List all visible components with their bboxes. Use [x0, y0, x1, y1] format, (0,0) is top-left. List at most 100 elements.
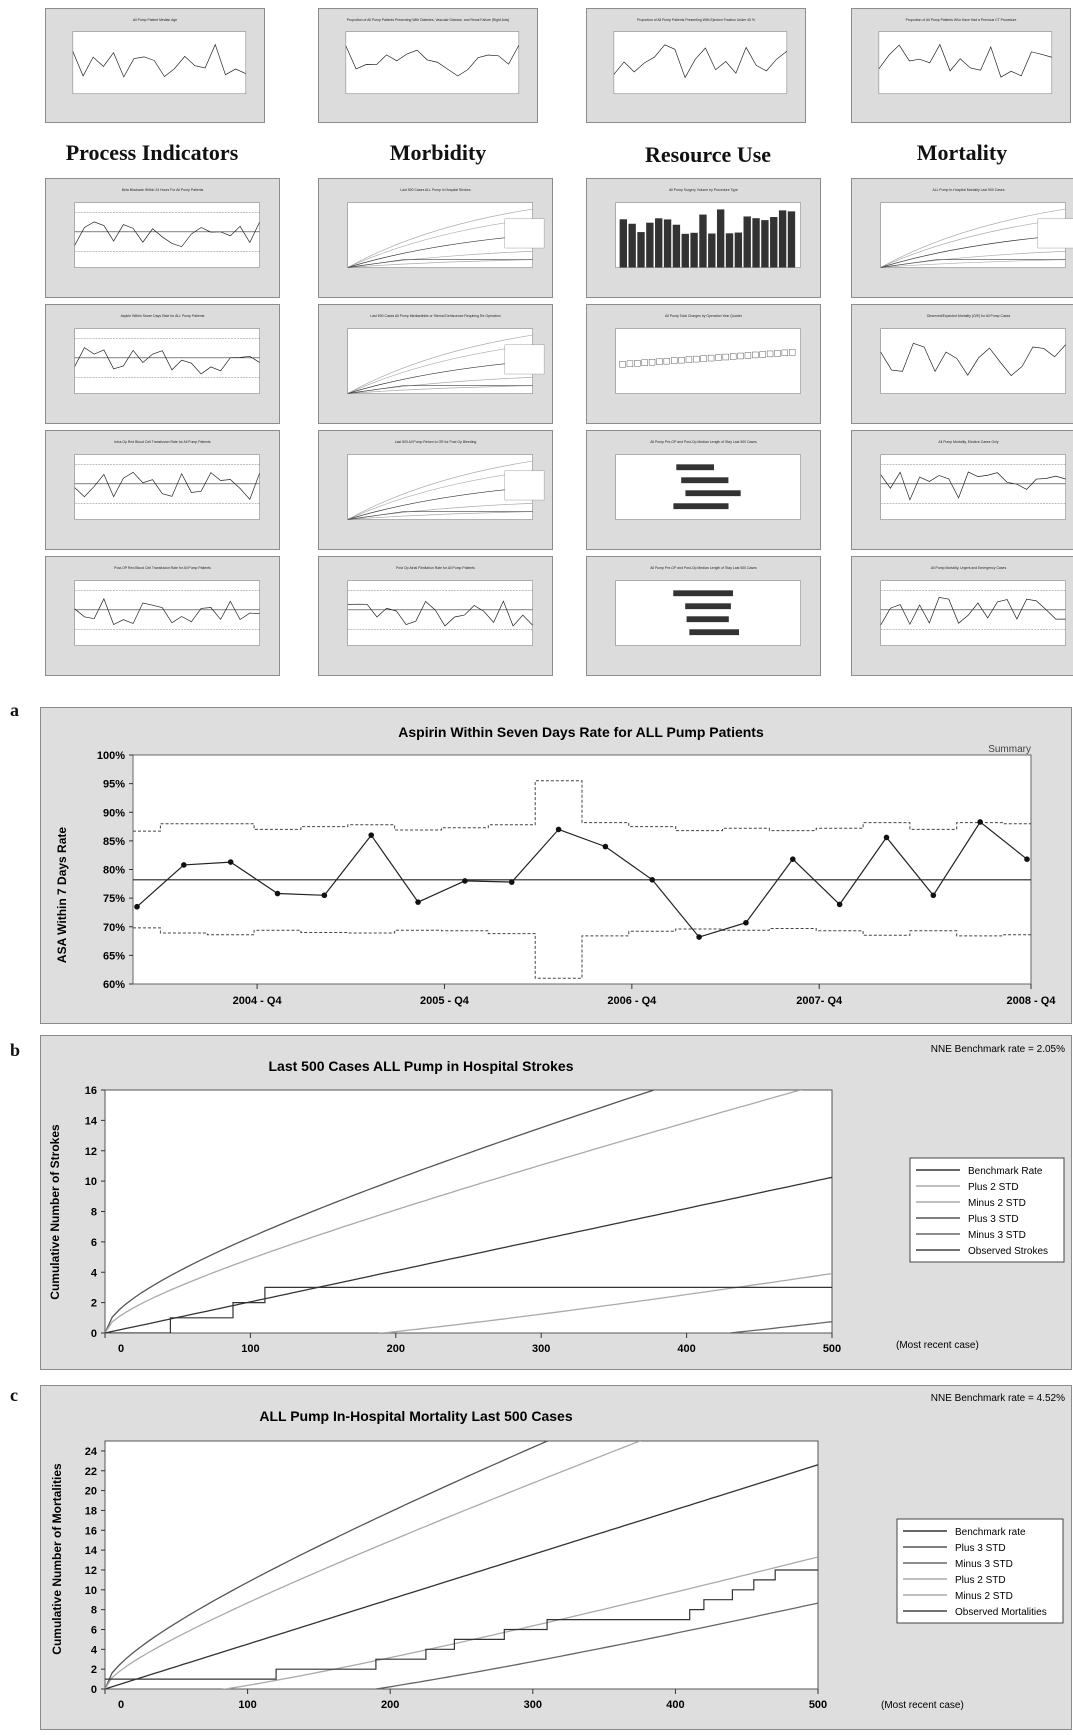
thumb-col3-row4-plot: All Pump Pre-OP and Post-Op Median Lengt… [615, 566, 801, 646]
chart-b-legend-item: Minus 3 STD [968, 1230, 1026, 1241]
chart-a-x-tick: 2006 - Q4 [607, 995, 657, 1007]
thumb-col2-row4: Post Op Atrial Fibrillation Rate for All… [318, 556, 553, 676]
chart-a-y-tick: 100% [97, 750, 125, 762]
chart-c-y-tick: 16 [85, 1525, 97, 1537]
top-thumb-4-plot: Proportion of All Pump Patients Who Have… [878, 18, 1053, 95]
thumb-col3-row2-plot: All Pump Total Charges by Operation Year… [615, 314, 801, 394]
thumb-col2-row1: Last 500 Cases ALL Pump in Hospital Stro… [318, 178, 553, 298]
chart-b-y-tick: 16 [85, 1085, 97, 1097]
thumb-col2-row2: Last 500 Cases All Pump Mediastinitis or… [318, 304, 553, 424]
thumb-col1-row1-title: Beta Blockade Within 24 Hours For All Pu… [122, 188, 204, 192]
chart-b-x-tick: 300 [532, 1343, 550, 1355]
chart-a-point [977, 819, 983, 825]
chart-a-upper-control-limit [133, 780, 1031, 832]
chart-b-x-note: (Most recent case) [896, 1340, 979, 1351]
chart-b-observed-line [105, 1286, 832, 1333]
chart-a-summary-label: Summary [988, 744, 1031, 755]
thumb-col4-row3-plot: All Pump Mortality, Elective Cases Only [880, 440, 1066, 520]
chart-a-y-axis-label: ASA Within 7 Days Rate [55, 827, 69, 963]
chart-c-plot-area [104, 1440, 819, 1690]
category-resource-use: Resource Use [644, 142, 772, 167]
thumb-col3-row3-title: All Pump Pre-OP and Post-Op Median Lengt… [650, 440, 757, 444]
top-thumb-3: Proportion of All Pump Patients Presenti… [586, 8, 806, 123]
thumb-col4-row1-plot: ALL Pump In-Hospital Mortality Last 500 … [880, 188, 1073, 268]
thumb-col3-row1: All Pump Surgery Volume by Procedure Typ… [586, 178, 821, 298]
chart-c-plus-2-std-line [105, 1441, 642, 1689]
thumb-col4-row1-title: ALL Pump In-Hospital Mortality Last 500 … [932, 188, 1004, 192]
thumb-col3-row4-title: All Pump Pre-OP and Post-Op Median Lengt… [650, 566, 757, 570]
thumb-col3-row3-plot: All Pump Pre-OP and Post-Op Median Lengt… [615, 440, 801, 520]
thumb-col2-row3-title: Last 500 All Pump Return to OR for Post … [395, 440, 477, 444]
thumb-col1-row1-plot: Beta Blockade Within 24 Hours For All Pu… [74, 188, 260, 268]
chart-a-point [462, 878, 468, 884]
chart-a-point [415, 899, 421, 905]
thumb-col3-row2-title: All Pump Total Charges by Operation Year… [665, 314, 743, 318]
chart-b-x-tick: 200 [387, 1343, 405, 1355]
chart-b-y-tick: 8 [91, 1207, 97, 1219]
chart-b-y-tick: 4 [91, 1267, 98, 1279]
thumb-col4-row2-plot: Observed/Expected Mortality (O/E) for Al… [880, 314, 1066, 394]
chart-a-lower-control-limit [133, 927, 1031, 979]
top-thumb-2-plot: Proportion of All Pump Patients Presenti… [345, 18, 520, 95]
top-thumb-1-plot: All Pump Patient Median Age [72, 18, 247, 95]
chart-a-y-tick: 95% [103, 779, 125, 791]
chart-a-y-tick: 80% [103, 865, 125, 877]
chart-c-legend-item: Observed Mortalities [955, 1607, 1047, 1618]
top-thumb-2: Proportion of All Pump Patients Presenti… [318, 8, 538, 123]
chart-b-y-tick: 0 [91, 1328, 97, 1340]
chart-a-title: Aspirin Within Seven Days Rate for ALL P… [398, 724, 764, 740]
chart-a-point [274, 890, 281, 897]
chart-a-x-tick: 2005 - Q4 [420, 995, 470, 1007]
chart-b-plus-3-std-line [105, 1090, 656, 1333]
chart-c-y-tick: 2 [91, 1664, 97, 1676]
thumb-col2-row2-plot: Last 500 Cases All Pump Mediastinitis or… [347, 314, 545, 394]
thumb-col1-row4-title: Post-OP Red Blood Cell Transfusion Rate … [114, 566, 211, 570]
thumb-col3-row3: All Pump Pre-OP and Post-Op Median Lengt… [586, 430, 821, 550]
thumb-col3-row4: All Pump Pre-OP and Post-Op Median Lengt… [586, 556, 821, 676]
chart-a-y-tick: 85% [103, 836, 125, 848]
chart-b-minus-2-std-line [105, 1272, 832, 1333]
chart-b-y-tick: 14 [85, 1115, 98, 1127]
chart-c-y-tick: 20 [85, 1486, 97, 1498]
chart-c-legend-item: Minus 2 STD [955, 1591, 1013, 1602]
chart-a-point [789, 856, 796, 862]
chart-c-x-tick: 0 [118, 1699, 124, 1711]
thumb-col2-row1-title: Last 500 Cases ALL Pump in Hospital Stro… [400, 188, 470, 192]
mortality-cusum-panel: NNE Benchmark rate = 4.52% ALL Pump In-H… [40, 1385, 1072, 1730]
chart-b-title: Last 500 Cases ALL Pump in Hospital Stro… [269, 1058, 574, 1074]
chart-b-legend-item: Minus 2 STD [968, 1198, 1026, 1209]
top-thumb-3-title: Proportion of All Pump Patients Presenti… [637, 18, 755, 22]
chart-c-y-tick: 14 [85, 1545, 98, 1557]
top-thumb-2-title: Proportion of All Pump Patients Presenti… [347, 18, 510, 22]
chart-c-y-tick: 0 [91, 1684, 97, 1696]
aspirin-control-chart-panel: Aspirin Within Seven Days Rate for ALL P… [40, 707, 1072, 1024]
category-process-indicators: Process Indicators [65, 140, 239, 165]
category-mortality: Mortality [916, 140, 1008, 165]
chart-a-point [321, 892, 328, 899]
chart-a-point [227, 859, 234, 865]
chart-c-legend-item: Plus 3 STD [955, 1543, 1006, 1554]
chart-a-point [649, 877, 656, 883]
chart-c-y-tick: 6 [91, 1624, 97, 1636]
thumb-col4-row2-title: Observed/Expected Mortality (O/E) for Al… [927, 314, 1011, 318]
chart-a-point [743, 919, 749, 926]
thumb-col1-row4-plot: Post-OP Red Blood Cell Transfusion Rate … [74, 566, 260, 646]
chart-b-x-tick: 100 [241, 1343, 259, 1355]
chart-b-y-tick: 2 [91, 1298, 97, 1310]
thumb-col4-row2: Observed/Expected Mortality (O/E) for Al… [851, 304, 1073, 424]
panel-label-b: b [10, 1040, 21, 1060]
top-thumb-1: All Pump Patient Median Age [45, 8, 265, 123]
chart-a-point [508, 879, 515, 885]
chart-b-legend [909, 1157, 1065, 1263]
chart-a-point [555, 826, 562, 833]
thumb-col3-row1-title: All Pump Surgery Volume by Procedure Typ… [669, 188, 738, 192]
chart-a-point [1024, 856, 1030, 862]
top-thumb-1-title: All Pump Patient Median Age [133, 18, 177, 22]
thumb-col1-row3: Intra-Op Red Blood Cell Transfusion Rate… [45, 430, 280, 550]
chart-c-x-tick: 400 [666, 1699, 684, 1711]
thumb-col2-row1-plot: Last 500 Cases ALL Pump in Hospital Stro… [347, 188, 545, 268]
thumb-col1-row4: Post-OP Red Blood Cell Transfusion Rate … [45, 556, 280, 676]
chart-b-benchmark-note: NNE Benchmark rate = 2.05% [931, 1044, 1065, 1055]
top-thumb-3-plot: Proportion of All Pump Patients Presenti… [613, 18, 788, 95]
chart-a-point [696, 934, 702, 940]
